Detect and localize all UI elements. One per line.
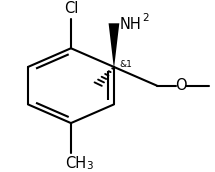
Text: Cl: Cl xyxy=(64,1,78,16)
Text: CH: CH xyxy=(66,156,87,171)
Text: NH: NH xyxy=(119,17,141,32)
Text: 2: 2 xyxy=(142,13,149,23)
Text: &1: &1 xyxy=(119,60,132,69)
Polygon shape xyxy=(109,23,119,67)
Text: 3: 3 xyxy=(86,161,93,171)
Text: O: O xyxy=(175,78,186,93)
